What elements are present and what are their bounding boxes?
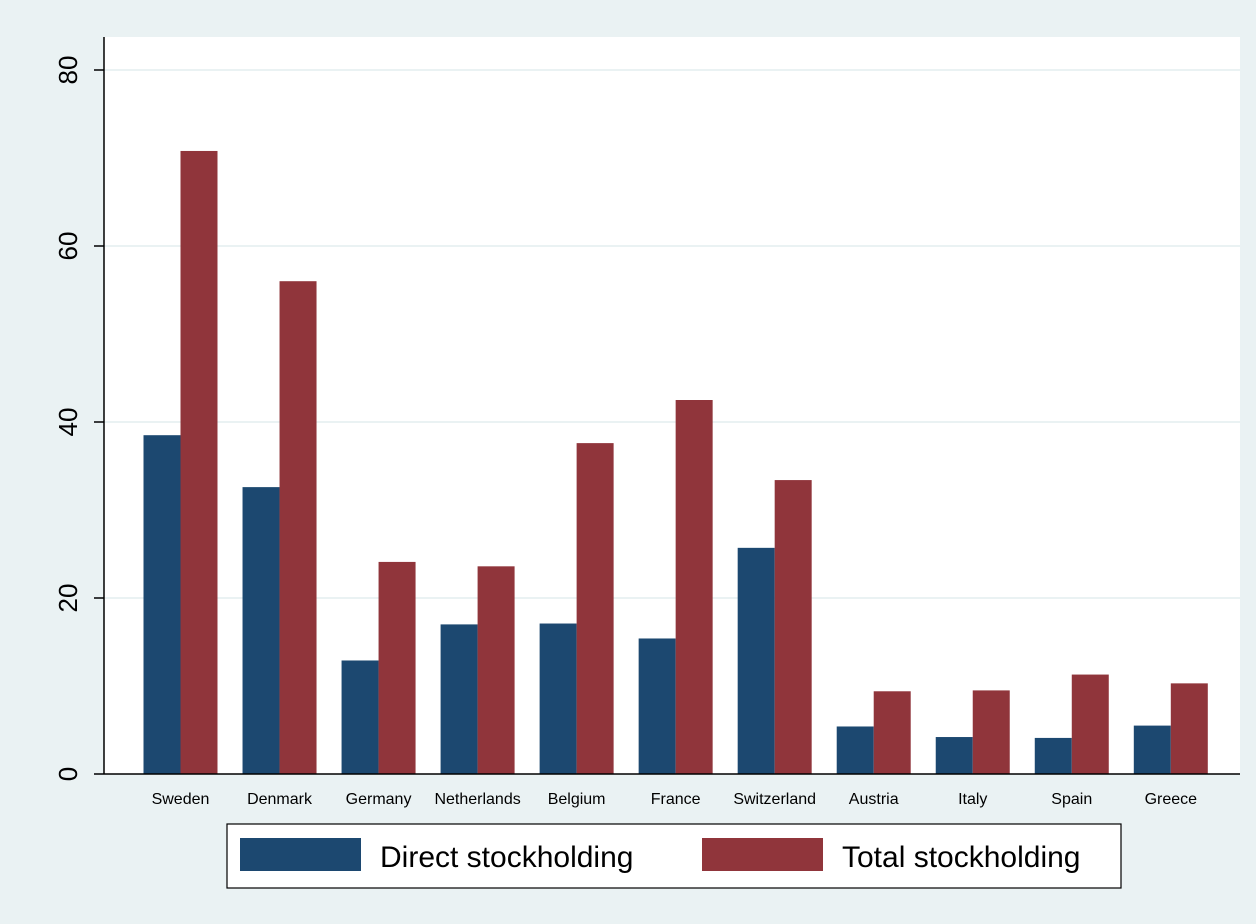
bar-direct-germany [341, 660, 379, 774]
bar-direct-italy [935, 737, 973, 774]
legend-swatch-direct [240, 838, 361, 871]
x-tick-label: Germany [346, 791, 412, 808]
x-tick-label: Austria [849, 791, 899, 808]
x-tick-label: Spain [1051, 791, 1092, 808]
bar-total-france [675, 400, 713, 774]
bar-direct-france [638, 638, 676, 774]
x-tick-label: Switzerland [733, 791, 816, 808]
y-tick-label: 60 [53, 232, 83, 261]
bar-direct-spain [1034, 737, 1072, 774]
bar-direct-denmark [242, 487, 280, 774]
bar-direct-austria [836, 726, 874, 774]
bar-total-italy [972, 690, 1010, 774]
bars [143, 150, 1208, 774]
bar-total-germany [378, 561, 416, 774]
legend-box [226, 823, 1122, 889]
bar-total-spain [1071, 674, 1109, 774]
y-tick-label: 0 [53, 767, 83, 781]
bar-direct-netherlands [440, 624, 478, 774]
y-tick-label: 80 [53, 56, 83, 85]
x-tick-label: Sweden [152, 791, 210, 808]
legend-swatch-total [702, 838, 823, 871]
bar-direct-belgium [539, 623, 577, 774]
legend-label-direct: Direct stockholding [380, 841, 633, 874]
bar-total-denmark [279, 281, 317, 774]
y-tick-label: 20 [53, 584, 83, 613]
bar-total-switzerland [774, 480, 812, 774]
axes [103, 37, 1240, 775]
x-labels: Sweden Denmark Germany Netherlands Belgium Fr… [152, 791, 1198, 808]
bar-direct-sweden [143, 435, 181, 774]
bar-direct-greece [1133, 725, 1171, 774]
bar-total-netherlands [477, 566, 515, 774]
bar-total-greece [1170, 683, 1208, 774]
x-tick-label: Italy [958, 791, 987, 808]
bar-total-austria [873, 691, 911, 774]
y-tick-label: 40 [53, 408, 83, 437]
legend: Direct stockholding Total stockholding [226, 823, 1122, 889]
x-tick-label: Belgium [548, 791, 606, 808]
x-tick-label: Netherlands [434, 791, 520, 808]
x-tick-label: Denmark [247, 791, 313, 808]
y-ticks: 0 20 40 60 80 [53, 56, 104, 781]
legend-label-total: Total stockholding [842, 841, 1080, 874]
bar-total-sweden [180, 150, 218, 774]
bar-direct-switzerland [737, 547, 775, 774]
bar-total-belgium [576, 443, 614, 774]
x-tick-label: Greece [1145, 791, 1198, 808]
x-tick-label: France [651, 791, 701, 808]
